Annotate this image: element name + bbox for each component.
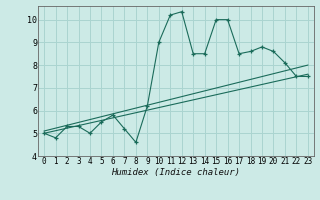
X-axis label: Humidex (Indice chaleur): Humidex (Indice chaleur): [111, 168, 241, 177]
